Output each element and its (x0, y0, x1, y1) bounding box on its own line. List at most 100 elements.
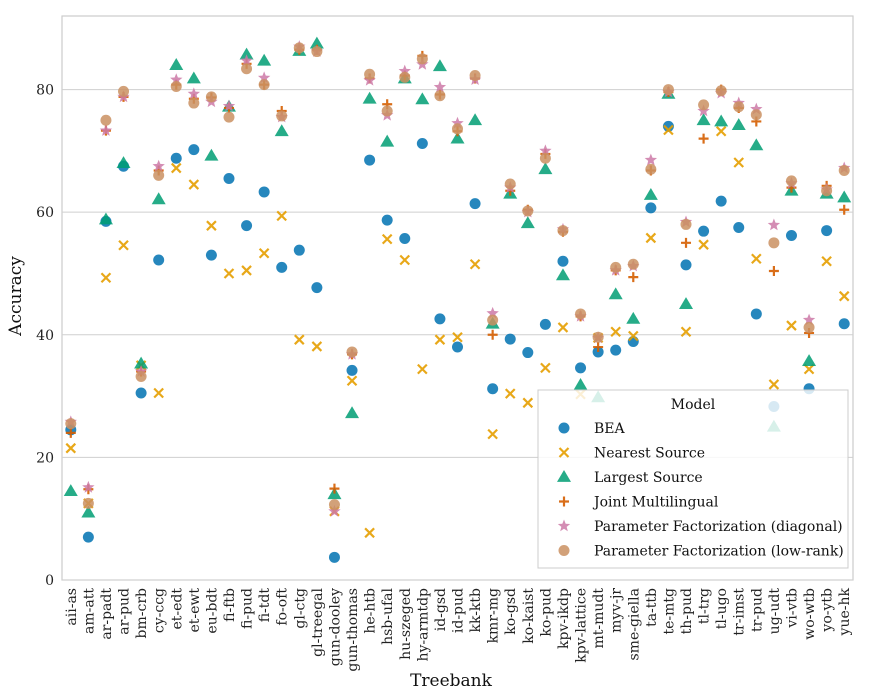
data-point (134, 365, 148, 377)
data-point (715, 125, 727, 137)
data-point (152, 159, 165, 172)
data-point (715, 195, 727, 207)
x-tick-label: te-mtg (661, 588, 677, 635)
data-point (628, 330, 639, 342)
data-point (538, 162, 553, 175)
data-point (417, 363, 428, 375)
legend-marker (559, 496, 569, 507)
data-point (205, 249, 217, 261)
y-tick-label: 60 (36, 205, 54, 221)
data-point (839, 204, 850, 215)
x-tick-label: am-att (81, 588, 97, 634)
x-tick-label: th-pud (679, 588, 695, 634)
data-point (733, 101, 745, 113)
data-point (434, 334, 446, 345)
data-point (222, 99, 236, 112)
x-tick-labels: aii-as am-att ar-padt ar-pud bm-crb cy-ccg et-… (64, 587, 853, 671)
x-tick-label: fi-pud (240, 588, 256, 629)
data-point (627, 336, 639, 348)
data-point (557, 225, 569, 237)
legend-box (537, 389, 849, 569)
data-point (698, 133, 709, 144)
legend-marker (557, 470, 571, 482)
x-tick-label: fo-oft (275, 588, 291, 626)
data-point (785, 229, 797, 241)
data-point (170, 152, 182, 164)
x-tick-label: kmr-mg (486, 588, 502, 643)
data-point (204, 148, 219, 161)
data-point (696, 113, 711, 126)
legend-label: Parameter Factorization (low-rank) (594, 544, 844, 560)
x-tick-label: et-edt (169, 588, 185, 630)
legend-label: Nearest Source (594, 446, 705, 462)
data-point (188, 144, 200, 156)
data-point (63, 484, 78, 497)
legend-label: Joint Multilingual (592, 495, 719, 511)
data-point (802, 354, 817, 367)
data-point (346, 375, 358, 387)
data-point (153, 169, 165, 181)
y-tick-label: 40 (36, 328, 54, 344)
data-point (573, 378, 588, 390)
x-tick-label: kk-ktb (468, 588, 484, 633)
data-point (240, 54, 253, 67)
data-point (169, 58, 184, 70)
data-point (592, 331, 604, 343)
data-point (170, 162, 182, 174)
data-point (293, 42, 305, 54)
legend: Model BEA Nearest Source Largest Source Joi… (537, 389, 849, 569)
data-point (679, 297, 694, 310)
data-point (803, 363, 815, 375)
data-point (81, 505, 96, 518)
data-point (681, 237, 692, 248)
data-point (468, 113, 483, 126)
data-point (522, 397, 534, 409)
data-point (153, 254, 165, 266)
x-tick-label: ta-ttb (644, 588, 660, 627)
data-point (662, 84, 674, 96)
legend-title: Model (671, 397, 716, 413)
data-point (362, 91, 377, 104)
data-point (311, 46, 323, 58)
data-point (644, 153, 658, 166)
data-point (645, 163, 657, 175)
data-point (627, 258, 639, 270)
data-point (364, 154, 376, 166)
data-point (346, 364, 358, 376)
data-point (838, 290, 850, 302)
data-point (415, 92, 430, 105)
data-point (469, 198, 481, 210)
data-point (750, 308, 762, 320)
data-point (768, 237, 780, 249)
data-point (504, 333, 516, 345)
data-point (100, 272, 112, 284)
data-point (205, 91, 217, 103)
x-tick-label: ko-gsd (503, 588, 519, 635)
x-tick-label: gl-ctg (292, 588, 308, 629)
data-point (65, 418, 77, 430)
data-point (329, 483, 340, 494)
data-point (750, 109, 762, 121)
data-point (575, 308, 587, 320)
x-tick-label: tr-imst (732, 588, 748, 636)
data-point (116, 156, 131, 169)
data-point (276, 110, 288, 122)
data-point (663, 124, 674, 136)
x-tick-label: hy-armtdp (415, 588, 431, 662)
data-point (82, 497, 94, 509)
x-tick-label: hsb-ufal (380, 587, 396, 644)
x-tick-label: fi-ftb (222, 588, 238, 622)
x-tick-label: et-ewt (187, 588, 203, 633)
data-point (434, 313, 446, 325)
data-point (450, 131, 465, 144)
x-tick-label: hu-szeged (398, 588, 414, 660)
x-tick-label: ug-udt (767, 588, 783, 635)
legend-marker (558, 447, 570, 458)
x-tick-label: mt-mudt (591, 588, 607, 649)
x-tick-label: vi-vtb (784, 588, 800, 629)
data-point (452, 123, 463, 135)
legend-marker (557, 519, 571, 532)
data-point (188, 97, 200, 109)
data-point (698, 99, 710, 111)
